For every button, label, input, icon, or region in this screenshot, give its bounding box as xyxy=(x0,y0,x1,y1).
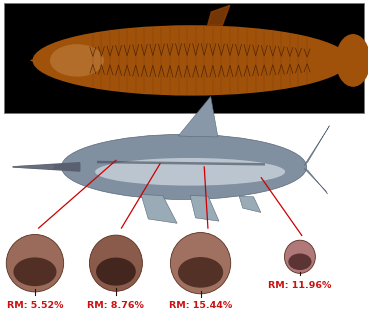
Polygon shape xyxy=(13,163,80,171)
Text: RM: 15.44%: RM: 15.44% xyxy=(169,301,232,310)
Polygon shape xyxy=(191,52,350,69)
Ellipse shape xyxy=(14,257,57,286)
Polygon shape xyxy=(208,5,230,25)
Polygon shape xyxy=(141,195,177,223)
Bar xyxy=(4,3,364,113)
Polygon shape xyxy=(239,196,261,212)
Ellipse shape xyxy=(336,34,368,87)
Polygon shape xyxy=(304,126,329,165)
Ellipse shape xyxy=(288,254,311,270)
Ellipse shape xyxy=(178,257,223,288)
Polygon shape xyxy=(31,56,67,65)
Polygon shape xyxy=(13,165,53,169)
Ellipse shape xyxy=(32,25,350,96)
Ellipse shape xyxy=(61,134,307,199)
Ellipse shape xyxy=(6,234,64,292)
Ellipse shape xyxy=(170,233,231,294)
Ellipse shape xyxy=(284,240,315,273)
Polygon shape xyxy=(178,96,218,137)
Bar xyxy=(4,115,364,223)
Ellipse shape xyxy=(96,257,136,286)
Ellipse shape xyxy=(95,158,285,186)
Polygon shape xyxy=(304,168,328,194)
Polygon shape xyxy=(190,196,219,221)
Text: RM: 8.76%: RM: 8.76% xyxy=(88,301,144,310)
Ellipse shape xyxy=(50,44,104,77)
Text: RM: 5.52%: RM: 5.52% xyxy=(7,301,63,310)
Text: RM: 11.96%: RM: 11.96% xyxy=(268,281,332,290)
Ellipse shape xyxy=(89,235,142,291)
